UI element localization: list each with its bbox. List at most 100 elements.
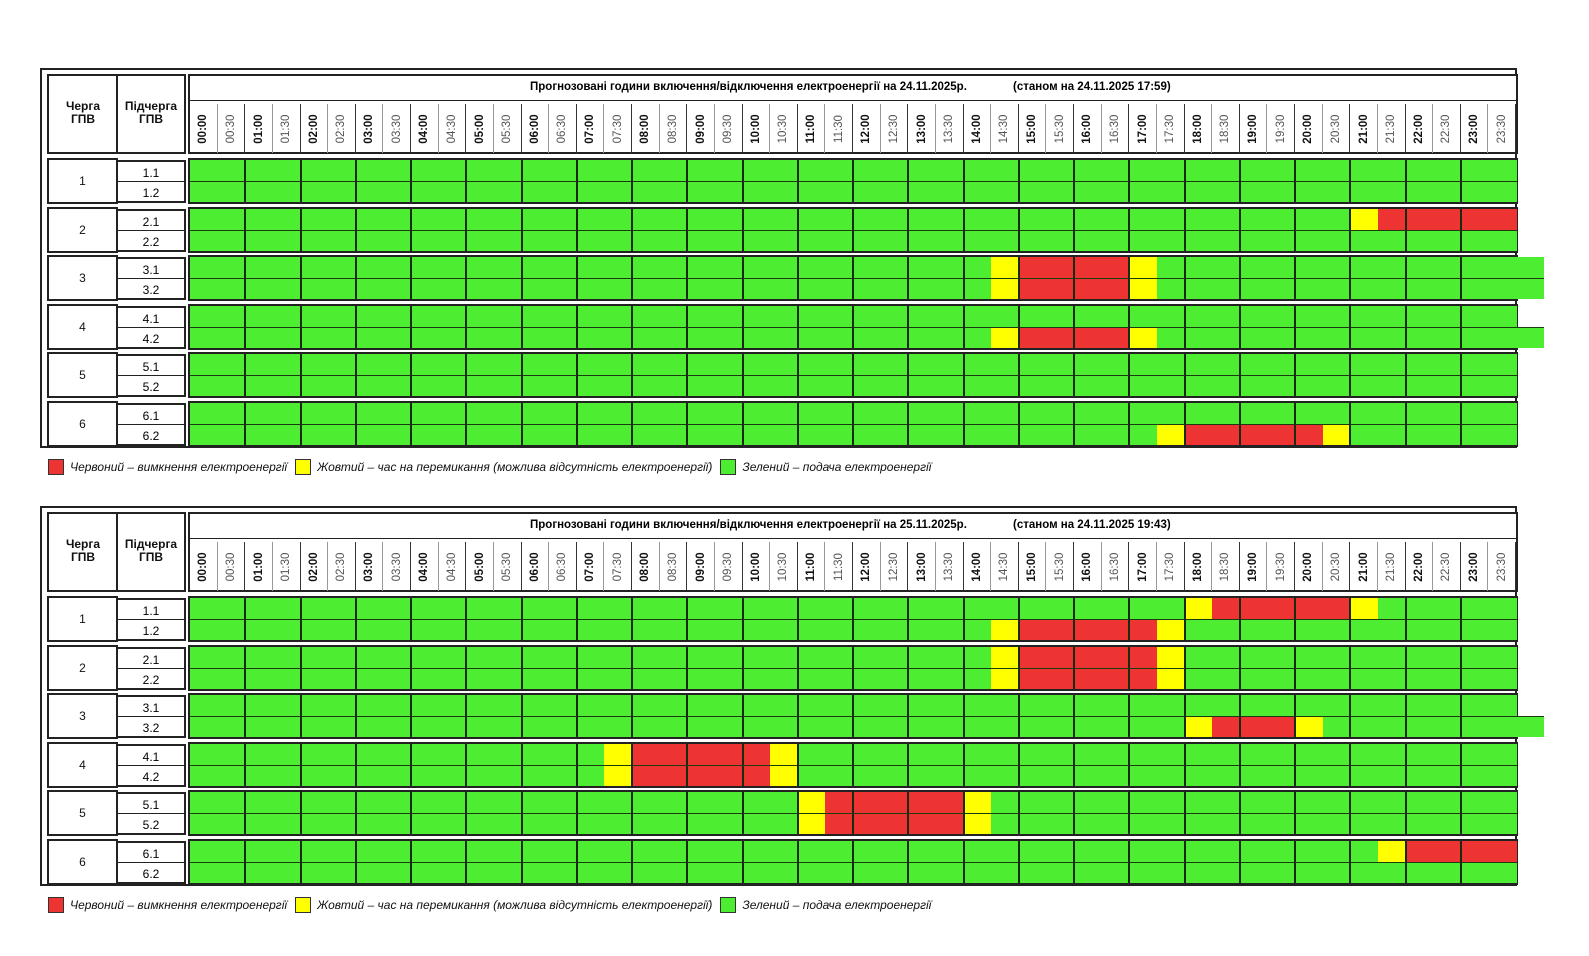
slot-green: [1184, 667, 1213, 689]
slot-green: [1156, 598, 1185, 619]
slot-green: [853, 326, 882, 348]
slot-green: [991, 160, 1020, 181]
time-column-header: 21:30: [1378, 104, 1406, 153]
slot-green: [1488, 423, 1517, 445]
slot-green: [466, 716, 495, 737]
hour-divider: [1349, 695, 1352, 737]
slot-red: [1101, 646, 1130, 668]
slot-green: [1239, 181, 1268, 202]
slot-green: [742, 181, 771, 202]
slot-green: [1460, 423, 1489, 445]
slot-green: [328, 326, 357, 348]
time-column-header: 08:00: [632, 542, 660, 591]
hour-divider: [852, 840, 854, 883]
slot-green: [714, 257, 743, 278]
slot-green: [328, 667, 357, 689]
slot-green: [935, 402, 964, 424]
slot-green: [770, 646, 799, 668]
slot-green: [438, 716, 467, 737]
slot-green: [687, 716, 716, 737]
slot-green: [1101, 402, 1130, 424]
slot-yellow: [797, 813, 826, 834]
queue-header-label: Черга ГПВ: [65, 99, 101, 126]
slot-green: [1129, 743, 1158, 765]
slot-green: [1295, 229, 1324, 251]
slot-green: [1350, 792, 1379, 813]
slot-green: [604, 305, 633, 327]
hour-divider: [962, 305, 965, 348]
hour-divider: [962, 840, 965, 883]
slot-green: [908, 208, 937, 230]
slot-green: [991, 716, 1020, 737]
slot-green: [1460, 743, 1489, 765]
hour-divider: [1294, 598, 1296, 640]
subqueue-label: 4.1: [116, 305, 186, 328]
slot-green: [1295, 667, 1324, 689]
hour-divider: [1238, 598, 1241, 640]
slot-green: [1156, 764, 1185, 786]
slot-green: [908, 181, 937, 202]
hour-divider: [1294, 743, 1296, 786]
slot-green: [355, 764, 384, 786]
slot-green: [1377, 326, 1406, 348]
slot-green: [383, 667, 412, 689]
slot-green: [1184, 160, 1213, 181]
slot-green: [438, 160, 467, 181]
hour-divider: [520, 598, 523, 640]
time-label: 20:30: [1329, 552, 1342, 581]
hour-divider: [410, 598, 412, 640]
hour-divider: [1017, 208, 1020, 251]
legend-label: Зелений – подача електроенергії: [742, 898, 932, 912]
slot-green: [190, 402, 219, 424]
slot-green: [714, 667, 743, 689]
slot-green: [991, 695, 1020, 716]
slot-green: [1046, 229, 1075, 251]
slot-green: [217, 598, 246, 619]
slot-green: [770, 181, 799, 202]
queue-number: 6: [79, 854, 86, 869]
slot-green: [1350, 813, 1379, 834]
time-label: 18:30: [1219, 552, 1232, 581]
slot-green: [1212, 257, 1241, 278]
slot-green: [1433, 764, 1462, 786]
slot-green: [1267, 840, 1296, 862]
slot-green: [1184, 326, 1213, 348]
slot-green: [549, 743, 578, 765]
hour-divider: [852, 208, 854, 251]
slot-green: [576, 792, 605, 813]
subqueue-label: 1.2: [116, 619, 186, 641]
slot-green: [1046, 840, 1075, 862]
slot-green: [521, 402, 550, 424]
slot-green: [245, 229, 274, 251]
slot-green: [770, 840, 799, 862]
slot-green: [1295, 326, 1324, 348]
slot-green: [328, 229, 357, 251]
slot-green: [245, 619, 274, 640]
slot-green: [1350, 305, 1379, 327]
queue-cell: 4: [47, 303, 118, 350]
slot-green: [908, 305, 937, 327]
slot-green: [493, 257, 522, 278]
slot-green: [853, 764, 882, 786]
slot-green: [1267, 619, 1296, 640]
slot-green: [466, 375, 495, 396]
time-column-header: 07:00: [577, 542, 605, 591]
hour-divider: [1128, 208, 1131, 251]
time-column-header: 16:30: [1102, 104, 1130, 153]
time-label: 11:30: [832, 114, 845, 143]
slot-green: [1350, 861, 1379, 883]
slot-green: [770, 813, 799, 834]
hour-divider: [852, 646, 854, 689]
slot-green: [1433, 375, 1462, 396]
hour-divider: [796, 402, 799, 445]
hour-divider: [852, 743, 854, 786]
slot-green: [493, 375, 522, 396]
slot-green: [797, 208, 826, 230]
slot-green: [1046, 813, 1075, 834]
hour-divider: [520, 208, 523, 251]
slot-green: [576, 619, 605, 640]
slot-green: [1377, 743, 1406, 765]
slot-green: [770, 208, 799, 230]
hour-divider: [631, 646, 633, 689]
hour-divider: [907, 402, 910, 445]
